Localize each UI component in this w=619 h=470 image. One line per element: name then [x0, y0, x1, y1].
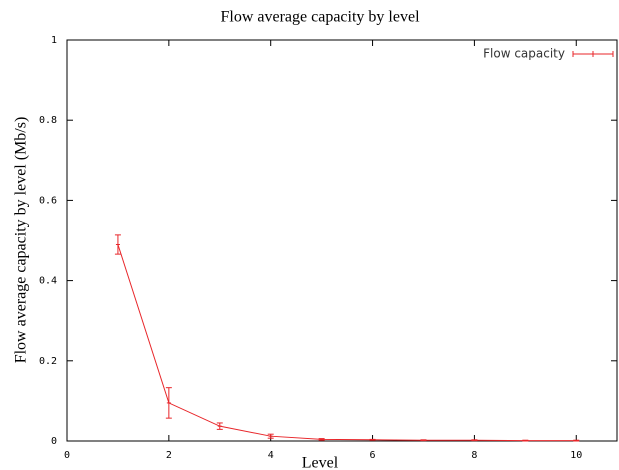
- error-bar: [471, 439, 478, 442]
- y-tick-label: 0.6: [39, 195, 57, 206]
- x-tick-label: 0: [64, 450, 70, 461]
- plot-frame: [66, 39, 618, 442]
- y-tick-label: 0.4: [39, 276, 57, 287]
- error-bar: [114, 234, 121, 255]
- y-axis-label: Flow average capacity by level (Mb/s): [13, 117, 30, 364]
- x-tick-label: 4: [268, 450, 274, 461]
- y-tick-label: 0.8: [39, 115, 57, 126]
- x-tick-label: 6: [370, 450, 376, 461]
- y-tick-label: 1: [51, 35, 57, 46]
- x-axis-label: Level: [302, 455, 339, 470]
- error-bar: [369, 438, 376, 441]
- x-tick-label: 10: [570, 450, 582, 461]
- data-line: [117, 244, 577, 442]
- y-tick-label: 0.2: [39, 356, 57, 367]
- error-bar: [267, 433, 274, 439]
- error-bar: [420, 439, 427, 442]
- x-tick-label: 8: [471, 450, 477, 461]
- y-tick-label: 0: [51, 436, 57, 447]
- error-bar: [165, 387, 172, 419]
- error-bar: [573, 439, 580, 442]
- x-tick-label: 2: [166, 450, 172, 461]
- chart-title: Flow average capacity by level: [220, 9, 420, 26]
- error-bar: [522, 439, 529, 442]
- error-bar: [318, 438, 325, 441]
- legend-label: Flow capacity: [483, 47, 565, 61]
- error-bar: [216, 422, 223, 430]
